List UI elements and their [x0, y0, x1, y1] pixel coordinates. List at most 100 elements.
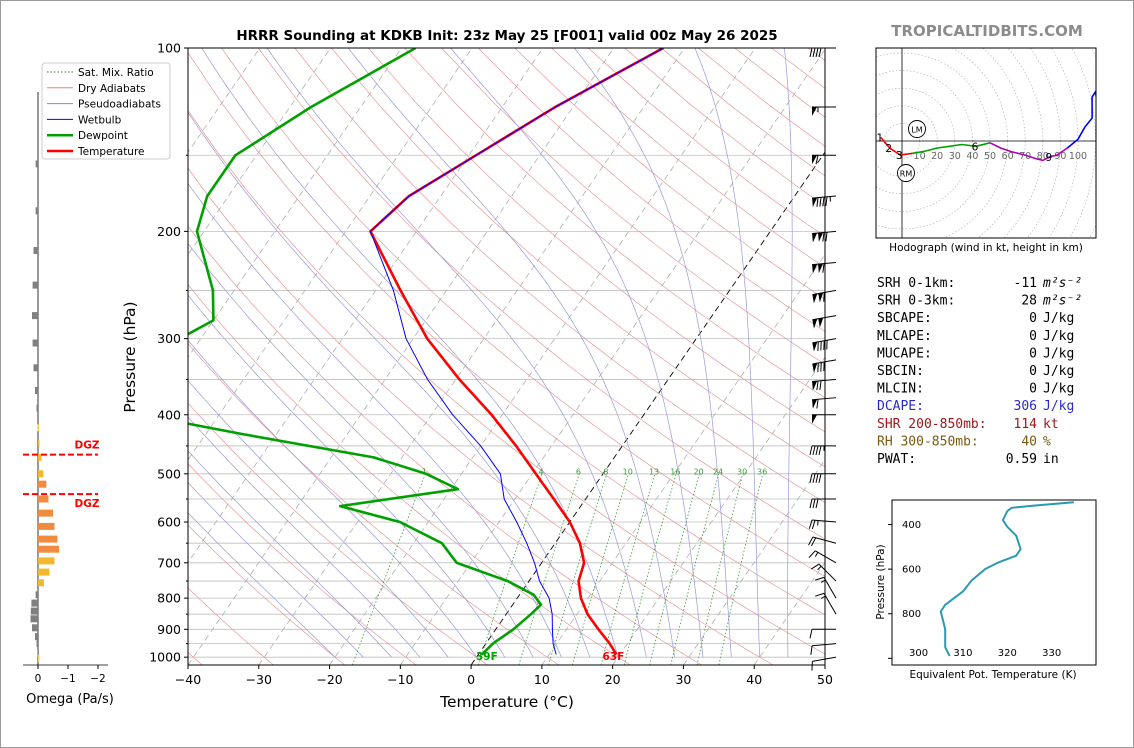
wind-barb [812, 378, 837, 391]
stat-label: PWAT: [877, 452, 916, 467]
omega-bar [35, 160, 38, 168]
omega-bar [38, 522, 55, 530]
x-tick-label: 40 [746, 672, 762, 687]
x-tick-label: −40 [175, 672, 201, 687]
omega-bar [32, 624, 38, 632]
theta-x-tick-label: 310 [953, 648, 972, 659]
dgz-label: DGZ [75, 440, 100, 452]
stat-value: -11 [1014, 276, 1037, 291]
stat-unit: m²s⁻² [1042, 294, 1082, 309]
stat-value: 114 [1014, 417, 1038, 432]
isotherm [541, 253, 825, 665]
y-tick-label: 700 [157, 555, 181, 570]
barb-staff [812, 519, 837, 523]
dry-adiabat [188, 463, 417, 665]
series-dewpoint [188, 48, 543, 656]
barb-staff [818, 563, 837, 582]
stat-row: SRH 0-1km: -11 m²s⁻² [877, 276, 1082, 291]
omega-bar [38, 509, 53, 517]
dry-adiabat [188, 167, 774, 665]
barb-flag [815, 592, 825, 597]
mixing-ratio-line [649, 473, 700, 665]
hodograph-height-label: 1 [877, 132, 884, 144]
omega-bar [38, 535, 58, 543]
theta-y-tick-label: 800 [902, 609, 921, 620]
omega-x-tick-label: 0 [35, 673, 42, 685]
wind-barb [809, 445, 836, 456]
barb-staff [823, 577, 837, 599]
dry-adiabat [331, 48, 825, 468]
stat-unit: J/kg [1043, 311, 1074, 326]
y-tick-label: 500 [157, 466, 181, 481]
barb-flag [810, 645, 813, 655]
x-tick-label: 30 [675, 672, 691, 687]
surface-dewpoint-label: 39F [476, 651, 498, 663]
pseudoadiabat [188, 416, 421, 658]
pseudoadiabat [574, 48, 732, 658]
stat-value: 0 [1029, 364, 1037, 379]
wind-barb [812, 338, 837, 352]
hodograph-panel: 10 20 30 40 50 60 70 80 90 100 123 6 9 LM RM Hodograp… [875, 47, 1097, 254]
dry-adiabat [188, 109, 825, 655]
hodograph-ring-label: 70 [1019, 151, 1031, 162]
hodograph-ring-label: 50 [984, 151, 996, 162]
stat-unit: J/kg [1043, 346, 1074, 361]
barb-flag [809, 47, 813, 58]
barb-pennant [812, 264, 818, 274]
hodograph-trace [989, 142, 1068, 162]
surface-temperature-label: 63F [602, 651, 624, 663]
mixing-ratio-line [518, 473, 580, 665]
hodograph-trace [1066, 89, 1096, 149]
dry-adiabat [188, 52, 825, 616]
omega-bar [33, 364, 38, 372]
barb-staff [814, 550, 837, 564]
hodograph-trace [912, 142, 991, 155]
mixing-ratio-label: 4 [539, 467, 544, 476]
hodograph-storm-marker [897, 164, 915, 182]
wind-barb [812, 154, 836, 165]
omega-bar [38, 439, 40, 447]
legend-label: Dry Adiabats [78, 83, 146, 95]
theta-x-tick-label: 300 [909, 648, 928, 659]
pseudoadiabat [347, 48, 676, 658]
barb-pennant [818, 232, 824, 242]
x-tick-label: −30 [246, 672, 272, 687]
barb-pennant [812, 293, 818, 304]
pseudoadiabat [188, 450, 392, 658]
barb-pennant [812, 341, 818, 352]
barb-flag [818, 473, 822, 483]
theta-ylabel: Pressure (hPa) [875, 544, 887, 619]
omega-bar [38, 655, 40, 662]
pseudoadiabat [188, 380, 449, 658]
mixing-ratio-label: 24 [713, 467, 723, 476]
y-tick-label: 600 [157, 515, 181, 530]
hodograph-ring-label: 10 [914, 151, 926, 162]
stat-value: 0 [1029, 329, 1037, 344]
wind-barb [811, 656, 837, 671]
stat-row: RH 300-850mb: 40% [877, 434, 1051, 449]
barb-flag [815, 155, 819, 165]
barb-pennant [812, 318, 818, 329]
y-tick-label: 300 [157, 331, 181, 346]
pseudoadiabat [784, 48, 793, 658]
y-tick-label: 1000 [149, 650, 181, 665]
barb-pennant [812, 233, 818, 243]
mixing-ratio-label: 13 [649, 467, 659, 476]
mixing-ratio-line [352, 473, 426, 665]
barb-flag [809, 445, 813, 456]
mixing-ratio-line [478, 473, 543, 665]
dry-adiabat [188, 284, 631, 665]
hodograph-height-label: 6 [972, 141, 979, 153]
isotherm [258, 48, 685, 665]
chart-title: HRRR Sounding at KDKB Init: 23z May 25 [… [236, 28, 777, 44]
isotherm [188, 48, 473, 461]
stat-row: DCAPE: 306 J/kg [877, 399, 1074, 414]
stat-unit: J/kg [1043, 382, 1074, 397]
wind-barb [812, 106, 836, 117]
wind-barb [808, 550, 837, 564]
series-wetbulb [369, 48, 664, 655]
omega-bar [37, 424, 39, 432]
x-tick-label: 0 [467, 672, 475, 687]
hodograph-trace [880, 136, 913, 156]
